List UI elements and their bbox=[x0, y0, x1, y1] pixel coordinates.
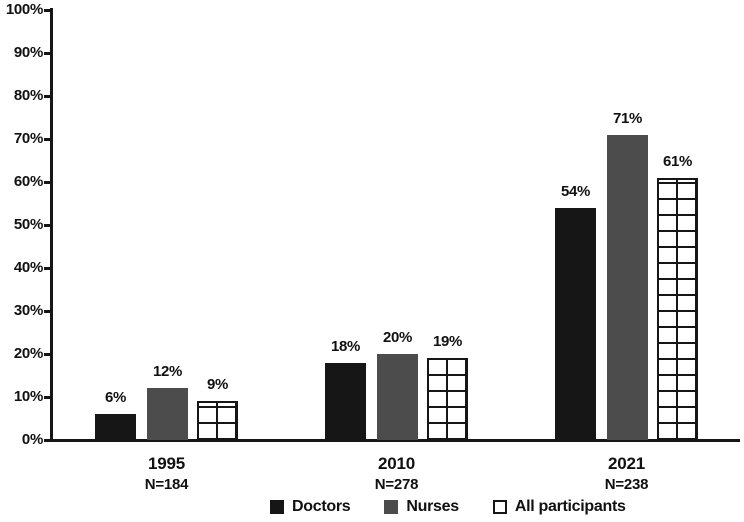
legend-label: Nurses bbox=[406, 498, 459, 515]
y-axis-line bbox=[50, 8, 53, 441]
y-axis-tick-label: 70% bbox=[13, 130, 43, 147]
category-sublabel: N=184 bbox=[144, 476, 189, 493]
bar-value-label: 18% bbox=[330, 338, 361, 355]
category-label: 2010 bbox=[377, 454, 416, 473]
bar-doctors-2010 bbox=[325, 363, 366, 440]
legend: Doctors Nurses All participants bbox=[270, 498, 626, 515]
category-label: 2021 bbox=[607, 454, 646, 473]
legend-swatch-solid-gray bbox=[384, 499, 399, 514]
y-axis-tick-label: 90% bbox=[13, 44, 43, 61]
category-label: 1995 bbox=[147, 454, 186, 473]
y-axis-tick-label: 80% bbox=[13, 87, 43, 104]
bar-all-participants-2010 bbox=[427, 358, 468, 440]
y-axis-tick-label: 30% bbox=[13, 302, 43, 319]
bar-value-label: 61% bbox=[662, 153, 693, 170]
y-axis-tick bbox=[44, 396, 51, 399]
bar-value-label: 54% bbox=[560, 183, 591, 200]
y-axis-tick-label: 60% bbox=[13, 173, 43, 190]
bar-value-label: 20% bbox=[382, 329, 413, 346]
bar-value-label: 6% bbox=[104, 389, 127, 406]
legend-swatch-grid-pattern bbox=[492, 499, 507, 514]
y-axis-tick-label: 0% bbox=[21, 431, 43, 448]
y-axis-tick bbox=[44, 439, 51, 442]
y-axis-tick-label: 40% bbox=[13, 259, 43, 276]
legend-swatch-solid-black bbox=[270, 499, 284, 514]
bar-nurses-1995 bbox=[147, 388, 188, 440]
legend-item-all-participants: All participants bbox=[492, 498, 626, 515]
bar-all-participants-2021 bbox=[657, 178, 698, 440]
y-axis-tick-label: 100% bbox=[5, 1, 43, 18]
category-sublabel: N=238 bbox=[604, 476, 649, 493]
y-axis-tick bbox=[44, 138, 51, 141]
y-axis-tick bbox=[44, 310, 51, 313]
legend-item-doctors: Doctors bbox=[270, 498, 351, 515]
y-axis-tick-label: 20% bbox=[13, 345, 43, 362]
legend-label: Doctors bbox=[292, 498, 351, 515]
bar-value-label: 19% bbox=[432, 333, 463, 350]
x-axis-line bbox=[50, 439, 740, 442]
y-axis-tick-label: 10% bbox=[13, 388, 43, 405]
bar-all-participants-1995 bbox=[197, 401, 238, 440]
y-axis-tick bbox=[44, 224, 51, 227]
y-axis-tick bbox=[44, 95, 51, 98]
bar-doctors-1995 bbox=[95, 414, 136, 440]
category-sublabel: N=278 bbox=[374, 476, 419, 493]
y-axis-tick bbox=[44, 267, 51, 270]
y-axis-tick bbox=[44, 181, 51, 184]
bar-nurses-2021 bbox=[607, 135, 648, 440]
bar-value-label: 71% bbox=[612, 110, 643, 127]
bar-value-label: 9% bbox=[206, 376, 229, 393]
bar-value-label: 12% bbox=[152, 363, 183, 380]
legend-label: All participants bbox=[514, 498, 626, 515]
legend-item-nurses: Nurses bbox=[384, 498, 459, 515]
y-axis-tick bbox=[44, 9, 51, 12]
y-axis-tick bbox=[44, 353, 51, 356]
y-axis-tick-label: 50% bbox=[13, 216, 43, 233]
y-axis-tick bbox=[44, 52, 51, 55]
bar-nurses-2010 bbox=[377, 354, 418, 440]
bar-doctors-2021 bbox=[555, 208, 596, 440]
